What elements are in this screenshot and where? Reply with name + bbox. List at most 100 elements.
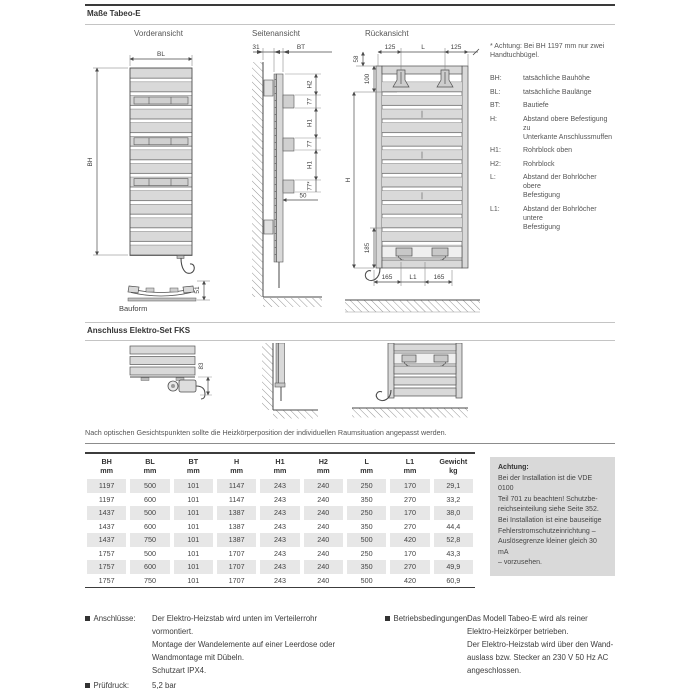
table-section-rule	[85, 443, 615, 444]
table-header-BT: BT mm	[186, 457, 200, 475]
table-cell: 500	[143, 548, 156, 558]
table-cell: 1707	[228, 548, 245, 558]
side-view-diagram: 31 BT H2 77 H1 77	[252, 44, 332, 307]
position-note: Nach optischen Gesichtspunkten sollte di…	[85, 428, 447, 437]
legend-item: BH: tatsächliche Bauhöhe	[490, 74, 616, 83]
legend-desc: tatsächliche Bauhöhe	[523, 75, 590, 82]
table-cell: 240	[317, 548, 330, 558]
table-cell: 270	[388, 560, 432, 574]
rear-dim-165-right: 165	[434, 274, 445, 281]
table-cell: 500	[360, 575, 373, 585]
table-cell: 600	[143, 494, 156, 504]
table-cell: 170	[388, 479, 432, 493]
legend: * Achtung: Bei BH 1197 mm nur zwei Handt…	[490, 42, 616, 236]
table-cell: 600	[143, 521, 156, 531]
rear-dim-165-left: 165	[382, 274, 393, 281]
table-row: 1437 500 101 1387 243 240 250 170 38,0	[85, 506, 475, 520]
fks-rear-detail	[352, 343, 468, 418]
fks-rule-top	[85, 322, 615, 323]
table-header-Gewicht: Gewicht kg	[439, 457, 468, 475]
table-cell: 243	[273, 548, 286, 558]
table-cell: 243	[273, 521, 286, 531]
table-cell: 1707	[214, 560, 259, 574]
legend-desc: Abstand der Bohrlöcher untere Befestigun…	[523, 205, 597, 231]
title-underline	[85, 24, 615, 25]
table-cell: 101	[171, 506, 215, 520]
table-cell: 101	[171, 560, 215, 574]
betrieb-label: Betriebsbedingungen:	[393, 614, 470, 623]
table-cell: 240	[317, 494, 330, 504]
table-cell: 33,2	[446, 494, 461, 504]
warning-box: Achtung: Bei der Installation ist die VD…	[490, 457, 615, 576]
legend-key: BH:	[490, 75, 502, 82]
anschluesse-text: Der Elektro-Heizstab wird unten im Verte…	[152, 614, 336, 675]
legend-key: BT:	[490, 102, 501, 109]
fks-rule-bottom	[85, 340, 615, 341]
rear-dim-185: 185	[364, 242, 371, 253]
table-cell: 350	[360, 521, 373, 531]
bauform-label: Bauform	[119, 304, 147, 313]
side-dim-77-2: 77	[307, 140, 314, 147]
table-cell: 350	[344, 560, 389, 574]
table-cell: 38,0	[431, 506, 475, 520]
footer-anschluesse: Anschlüsse: Der Elektro-Heizstab wird un…	[85, 612, 385, 677]
warning-text: Bei der Installation ist die VDE 0100 Te…	[498, 474, 602, 567]
table-cell: 101	[187, 575, 200, 585]
side-dim-77-1: 77	[307, 98, 314, 105]
side-dim-h2: H2	[307, 80, 314, 88]
legend-desc: Abstand der Bohrlöcher obere Befestigung	[523, 174, 597, 199]
table-cell: 1197	[98, 494, 115, 504]
table-cell: 1387	[214, 506, 259, 520]
table-cell: 101	[171, 533, 215, 547]
table-cell: 44,4	[446, 521, 461, 531]
table-cell: 101	[171, 479, 215, 493]
table-row: 1197 500 101 1147 243 240 250 170 29,1	[85, 479, 475, 493]
table-cell: 243	[258, 533, 302, 547]
side-dim-h1-2: H1	[307, 160, 314, 168]
bauform-profile	[127, 285, 197, 302]
table-cell: 240	[317, 575, 330, 585]
table-cell: 250	[344, 479, 389, 493]
fks-drawing: 83	[129, 343, 468, 419]
view-label-side: Seitenansicht	[252, 29, 301, 38]
top-rule	[85, 4, 615, 6]
table-cell: 240	[301, 533, 345, 547]
table-cell: 243	[273, 494, 286, 504]
front-dim-bl: BL	[157, 51, 165, 58]
legend-key: L:	[490, 174, 496, 181]
table-row: 1757 750 101 1707 243 240 500 420 60,9	[85, 574, 475, 588]
table-cell: 243	[258, 506, 302, 520]
betrieb-text: Das Modell Tabeo-E wird als reiner Elekt…	[467, 614, 614, 675]
table-row: 1437 600 101 1387 243 240 350 270 44,4	[85, 520, 475, 534]
view-label-rear: Rückansicht	[365, 29, 409, 38]
rear-dim-125-right: 125	[451, 44, 462, 51]
table-header-L1: L1 mm	[403, 457, 417, 475]
section-title-dims: Maße Tabeo-E	[87, 9, 141, 18]
side-dim-77-3: 77*	[307, 181, 314, 191]
table-cell: 250	[360, 548, 373, 558]
table-cell: 1707	[228, 575, 245, 585]
table-row: 1197 600 101 1147 243 240 350 270 33,2	[85, 493, 475, 507]
table-cell: 29,1	[431, 479, 475, 493]
table-cell: 240	[301, 506, 345, 520]
front-dim-bh: BH	[87, 157, 94, 166]
table-cell: 420	[403, 575, 416, 585]
square-bullet-icon	[85, 616, 90, 621]
legend-key: L1:	[490, 205, 500, 213]
fks-front-detail: 83	[129, 345, 212, 400]
warning-title: Achtung:	[498, 464, 529, 471]
table-cell: 243	[258, 479, 302, 493]
table-cell: 101	[187, 548, 200, 558]
legend-desc: Rohrblock oben	[523, 147, 573, 154]
legend-item: L1: Abstand der Bohrlöcher untere Befesti…	[490, 205, 616, 232]
table-cell: 170	[388, 506, 432, 520]
legend-key: H2:	[490, 160, 501, 168]
table-cell: 1387	[228, 521, 245, 531]
table-cell: 270	[403, 494, 416, 504]
legend-desc: Abstand obere Befestigung zu Unterkante …	[523, 115, 612, 141]
table-cell: 243	[273, 575, 286, 585]
